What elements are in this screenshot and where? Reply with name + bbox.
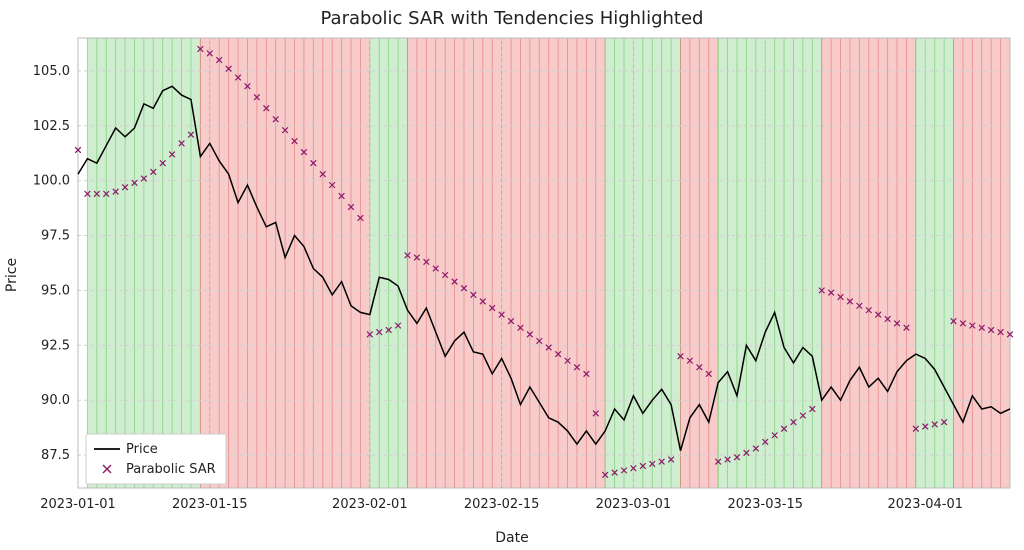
- x-tick-label: 2023-03-01: [596, 497, 672, 512]
- x-tick-label: 2023-01-15: [172, 497, 248, 512]
- x-tick-label: 2023-03-15: [727, 497, 803, 512]
- trend-region: [370, 38, 408, 488]
- trend-region: [822, 38, 916, 488]
- y-tick-label: 87.5: [41, 448, 70, 463]
- y-tick-label: 105.0: [33, 64, 70, 79]
- x-tick-label: 2023-02-15: [464, 497, 540, 512]
- chart-container: Parabolic SAR with Tendencies Highlighte…: [0, 0, 1024, 550]
- trend-region: [605, 38, 680, 488]
- x-axis-label: Date: [0, 530, 1024, 546]
- trend-region: [407, 38, 605, 488]
- legend-label: Price: [126, 442, 158, 457]
- y-tick-label: 95.0: [41, 283, 70, 298]
- chart-title: Parabolic SAR with Tendencies Highlighte…: [0, 8, 1024, 29]
- trend-region: [681, 38, 719, 488]
- y-tick-label: 92.5: [41, 338, 70, 353]
- trend-region: [718, 38, 822, 488]
- y-tick-label: 97.5: [41, 229, 70, 244]
- x-tick-label: 2023-01-01: [40, 497, 116, 512]
- x-tick-label: 2023-04-01: [887, 497, 963, 512]
- legend-label: Parabolic SAR: [126, 462, 216, 477]
- x-tick-label: 2023-02-01: [332, 497, 408, 512]
- trend-region: [916, 38, 954, 488]
- y-tick-label: 100.0: [33, 174, 70, 189]
- y-tick-label: 90.0: [41, 393, 70, 408]
- trend-region: [200, 38, 369, 488]
- y-axis-label: Price: [4, 258, 20, 292]
- legend: Price Parabolic SAR: [86, 434, 226, 484]
- chart-svg: 87.5 90.0 92.5 95.0 97.5 100.0 102.5 105.0 2023-…: [0, 0, 1024, 550]
- y-tick-label: 102.5: [33, 119, 70, 134]
